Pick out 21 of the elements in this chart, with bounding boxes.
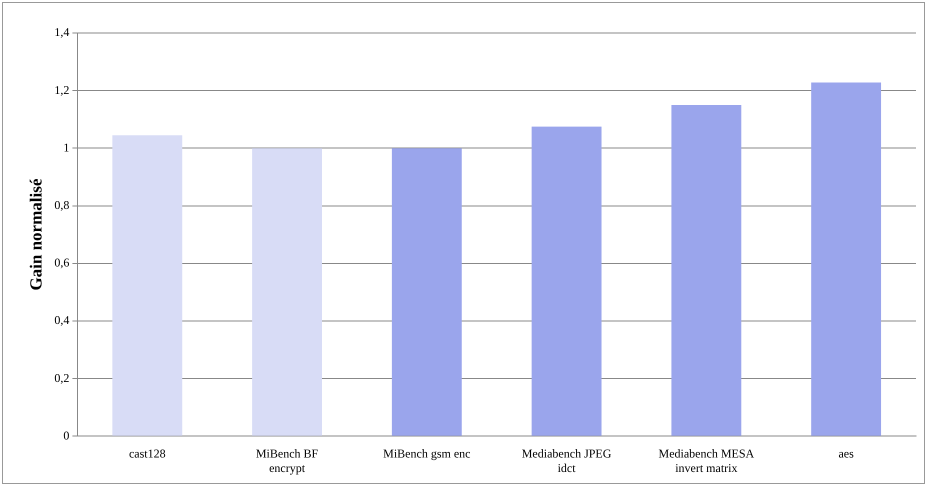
x-tick-label: Mediabench JPEG idct — [522, 446, 612, 475]
y-tick-label: 1 — [63, 140, 70, 154]
bar — [252, 148, 322, 436]
x-tick-label: cast128 — [128, 446, 166, 461]
y-tick-label: 1,2 — [54, 82, 70, 97]
x-tick-label: Mediabench MESA invert matrix — [658, 446, 755, 475]
bar — [112, 135, 182, 436]
bar — [811, 82, 882, 436]
x-tick-label: aes — [838, 446, 854, 461]
bar — [392, 148, 462, 436]
x-tick-label: MiBench BF encrypt — [256, 446, 319, 475]
y-tick-label: 0,4 — [54, 313, 70, 328]
y-tick-label: 1,4 — [54, 25, 70, 40]
y-tick-label: 0,6 — [54, 256, 70, 270]
y-tick-label: 0,2 — [54, 370, 70, 385]
y-tick-label: 0 — [63, 428, 70, 442]
y-tick-label: 0,8 — [54, 198, 70, 212]
x-tick-label: MiBench gsm enc — [383, 446, 470, 461]
y-axis-title: Gain normalisé — [26, 178, 46, 291]
bar — [671, 105, 742, 436]
bar — [532, 126, 602, 436]
